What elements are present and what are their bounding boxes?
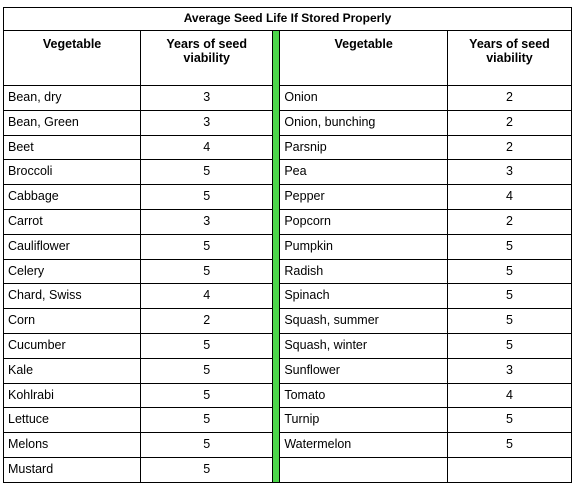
right-vegetable-cell: Pepper <box>279 184 448 210</box>
green-divider <box>272 30 281 483</box>
right-years-cell: 2 <box>446 85 573 111</box>
table-row: Lettuce 5 Turnip 5 <box>2 407 573 434</box>
right-vegetable-cell: Popcorn <box>279 208 448 235</box>
table-row: Kale 5 Sunflower 3 <box>2 357 573 384</box>
left-vegetable-cell: Mustard <box>2 456 142 483</box>
left-vegetable-cell: Cauliflower <box>2 233 142 260</box>
right-vegetable-cell: Radish <box>279 258 448 285</box>
right-years-cell: 5 <box>446 332 573 359</box>
table-row: Bean, dry 3 Onion 2 <box>2 85 573 111</box>
right-vegetable-cell: Onion <box>279 85 448 111</box>
left-years-cell: 5 <box>140 184 274 210</box>
seed-life-table: Average Seed Life If Stored Properly Veg… <box>2 7 573 483</box>
left-vegetable-cell: Cabbage <box>2 184 142 210</box>
left-years-cell: 5 <box>140 432 274 458</box>
table-row: Broccoli 5 Pea 3 <box>2 159 573 186</box>
right-years-cell: 5 <box>446 432 573 458</box>
left-years-cell: 5 <box>140 407 274 434</box>
left-vegetable-cell: Celery <box>2 258 142 285</box>
left-years-cell: 2 <box>140 308 274 334</box>
left-years-cell: 3 <box>140 109 274 136</box>
right-years-cell: 4 <box>446 382 573 409</box>
right-vegetable-cell: Parsnip <box>279 134 448 161</box>
left-vegetable-cell: Carrot <box>2 208 142 235</box>
left-years-cell: 5 <box>140 258 274 285</box>
right-vegetable-cell: Spinach <box>279 283 448 310</box>
right-vegetable-cell: Onion, bunching <box>279 109 448 136</box>
right-years-cell: 2 <box>446 134 573 161</box>
table-row: Beet 4 Parsnip 2 <box>2 134 573 161</box>
right-vegetable-cell: Pumpkin <box>279 233 448 260</box>
left-years-cell: 3 <box>140 85 274 111</box>
left-years-cell: 5 <box>140 332 274 359</box>
right-years-cell: 5 <box>446 258 573 285</box>
left-vegetable-cell: Cucumber <box>2 332 142 359</box>
right-vegetable-cell: Pea <box>279 159 448 186</box>
header-vegetable-left: Vegetable <box>2 30 142 86</box>
right-years-cell: 4 <box>446 184 573 210</box>
table-row: Kohlrabi 5 Tomato 4 <box>2 382 573 409</box>
header-vegetable-right: Vegetable <box>279 30 448 86</box>
right-years-cell: 5 <box>446 283 573 310</box>
right-vegetable-cell: Squash, summer <box>279 308 448 334</box>
right-years-cell: 3 <box>446 159 573 186</box>
left-years-cell: 4 <box>140 134 274 161</box>
right-years-cell: 2 <box>446 109 573 136</box>
header-years-left: Years of seed viability <box>140 30 274 86</box>
left-vegetable-cell: Kohlrabi <box>2 382 142 409</box>
left-years-cell: 5 <box>140 233 274 260</box>
table-row: Melons 5 Watermelon 5 <box>2 432 573 458</box>
table-row: Corn 2 Squash, summer 5 <box>2 308 573 334</box>
left-vegetable-cell: Melons <box>2 432 142 458</box>
table-title: Average Seed Life If Stored Properly <box>3 7 572 31</box>
left-vegetable-cell: Lettuce <box>2 407 142 434</box>
right-vegetable-cell: Squash, winter <box>279 332 448 359</box>
table-row: Bean, Green 3 Onion, bunching 2 <box>2 109 573 136</box>
left-vegetable-cell: Kale <box>2 357 142 384</box>
table-row: Mustard 5 <box>2 456 573 483</box>
left-years-cell: 5 <box>140 357 274 384</box>
table-row: Cauliflower 5 Pumpkin 5 <box>2 233 573 260</box>
right-years-cell: 5 <box>446 308 573 334</box>
left-years-cell: 5 <box>140 382 274 409</box>
right-years-cell: 3 <box>446 357 573 384</box>
table-row: Celery 5 Radish 5 <box>2 258 573 285</box>
left-vegetable-cell: Bean, Green <box>2 109 142 136</box>
table-row: Cabbage 5 Pepper 4 <box>2 184 573 210</box>
right-vegetable-cell: Turnip <box>279 407 448 434</box>
left-years-cell: 4 <box>140 283 274 310</box>
table-row: Cucumber 5 Squash, winter 5 <box>2 332 573 359</box>
left-years-cell: 3 <box>140 208 274 235</box>
right-vegetable-cell: Tomato <box>279 382 448 409</box>
right-years-cell: 2 <box>446 208 573 235</box>
left-vegetable-cell: Beet <box>2 134 142 161</box>
right-years-cell: 5 <box>446 233 573 260</box>
header-years-right: Years of seed viability <box>446 30 573 86</box>
left-years-cell: 5 <box>140 456 274 483</box>
right-vegetable-cell: Watermelon <box>279 432 448 458</box>
left-vegetable-cell: Broccoli <box>2 159 142 186</box>
left-vegetable-cell: Corn <box>2 308 142 334</box>
left-vegetable-cell: Chard, Swiss <box>2 283 142 310</box>
right-vegetable-cell <box>279 456 448 483</box>
left-vegetable-cell: Bean, dry <box>2 85 142 111</box>
table-row: Carrot 3 Popcorn 2 <box>2 208 573 235</box>
table-row: Chard, Swiss 4 Spinach 5 <box>2 283 573 310</box>
right-years-cell: 5 <box>446 407 573 434</box>
left-years-cell: 5 <box>140 159 274 186</box>
right-vegetable-cell: Sunflower <box>279 357 448 384</box>
right-years-cell <box>446 456 573 483</box>
